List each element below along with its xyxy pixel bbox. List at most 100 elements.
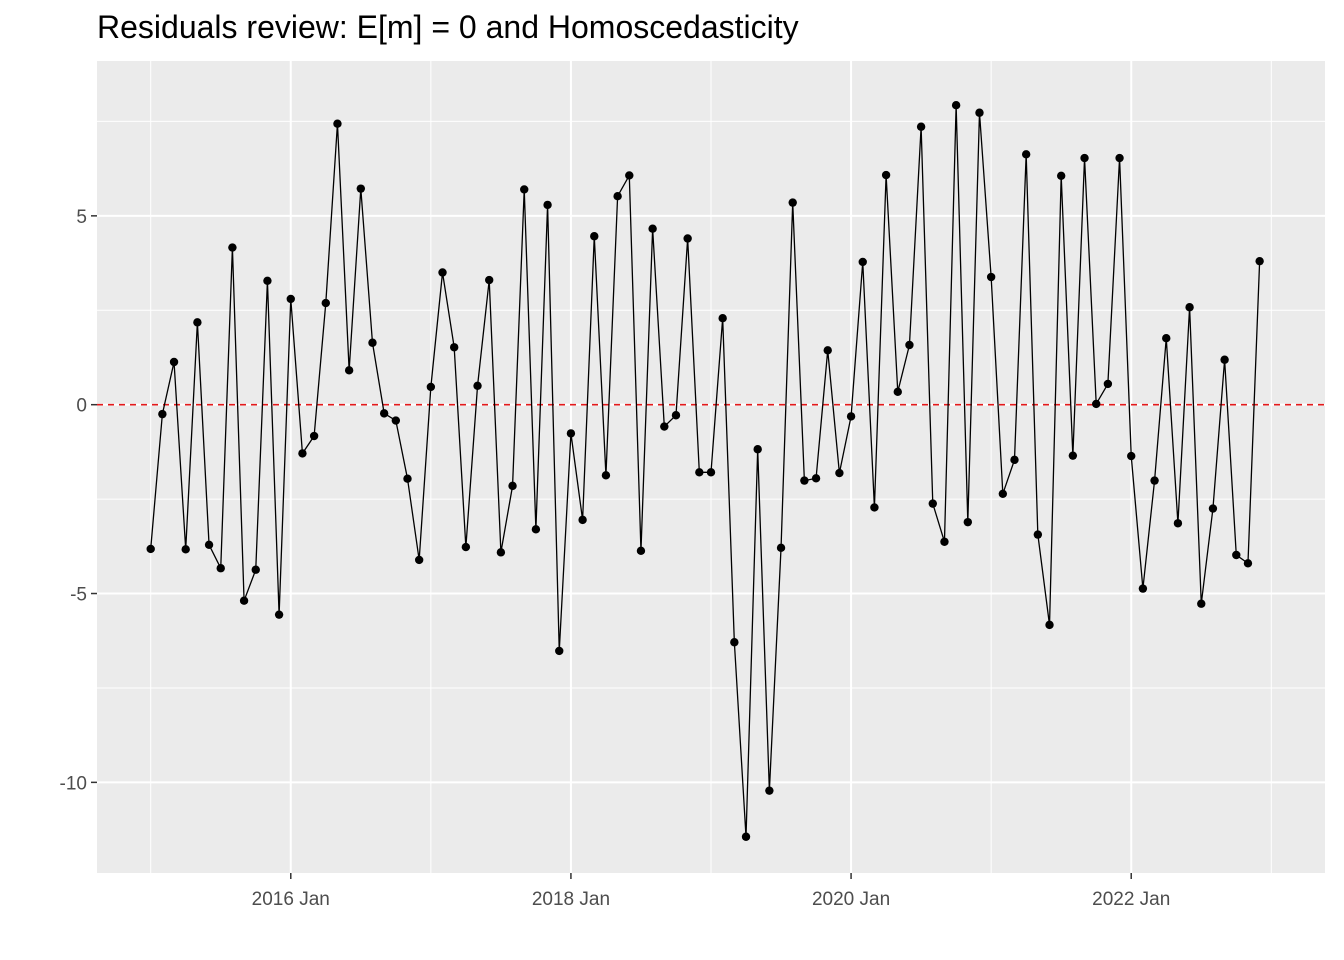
residual-point [1092,399,1101,409]
residual-point [1033,530,1043,539]
residual-point [753,445,762,454]
residual-point [590,232,599,241]
residual-point [228,243,237,252]
residual-point [449,343,459,352]
residual-point [566,429,576,438]
residual-point [741,832,751,841]
residual-point [660,422,669,431]
residual-point [181,545,190,554]
residual-point [1021,150,1031,159]
residual-point [683,234,692,243]
residual-point [333,119,342,128]
residual-point [1068,451,1078,460]
residual-point [963,517,973,527]
residual-point [263,276,272,286]
residual-point [823,346,832,355]
residual-point [1045,620,1054,630]
residual-point [193,318,202,327]
residual-point [870,503,879,512]
residual-point [169,357,179,367]
residual-point [940,537,949,546]
residual-point [1103,379,1113,389]
residual-point [531,525,541,534]
chart-title: Residuals review: E[m] = 0 and Homosceda… [97,9,799,45]
residual-point [730,638,739,647]
residual-point [893,387,902,397]
residual-point [485,275,494,285]
residual-point [648,224,657,233]
residual-point [916,122,926,131]
residual-point [1162,334,1171,343]
residual-point [1255,256,1264,266]
x-tick-label: 2018 Jan [532,889,610,910]
residual-point [543,200,552,210]
residual-point [438,268,447,277]
residual-point [391,416,401,425]
residual-point [671,411,681,420]
residual-point [800,476,809,485]
residual-point [356,184,366,193]
residual-point [951,100,961,110]
residual-point [706,468,716,477]
residuals-series-line [150,105,1261,837]
residual-point [496,548,506,557]
residual-point [811,474,821,483]
residual-point [321,298,330,308]
residual-point [1138,584,1148,593]
residual-point [1010,455,1019,465]
x-tick-label: 2022 Jan [1092,889,1170,910]
residual-point [788,198,797,207]
residual-point [239,596,249,605]
residual-point [286,294,295,304]
residual-point [578,515,587,525]
y-axis: 5 0 -5 -10 [60,207,97,794]
y-tick-label: -10 [60,773,87,794]
residual-point [298,449,307,458]
residual-point [251,565,260,574]
residual-point [204,540,214,549]
x-tick-label: 2016 Jan [252,889,330,910]
residual-point [344,366,354,375]
residual-point [461,542,471,552]
residual-point [858,257,867,267]
residual-point [835,468,844,478]
residual-point [636,546,646,556]
x-axis: 2016 Jan 2018 Jan 2020 Jan 2022 Jan [252,873,1170,910]
residual-point [975,108,984,117]
residual-point [1150,476,1159,485]
residual-point [1197,599,1206,608]
residual-point [309,431,319,441]
residual-point [379,409,389,418]
residual-point [1173,519,1183,528]
residual-point [274,610,284,619]
residual-point [403,474,412,483]
residual-point [718,314,727,323]
residual-point [695,468,704,477]
residual-point [368,338,377,347]
residual-point [216,564,225,573]
residual-point [1243,559,1253,568]
residual-point [426,382,436,392]
y-tick-label: 5 [76,207,87,228]
residual-point [765,786,774,795]
residual-point [1208,504,1218,513]
x-tick-label: 2020 Jan [812,889,890,910]
residual-points [146,100,1264,841]
major-gridlines [97,61,1325,873]
residual-point [625,171,634,180]
residual-point [473,381,482,390]
residual-point [414,555,424,565]
residual-point [1232,550,1241,560]
residual-point [158,409,167,419]
residual-point [928,499,937,508]
residual-point [881,170,891,180]
residual-point [601,471,611,480]
residual-point [1127,451,1136,461]
residual-point [1056,171,1066,181]
residual-point [846,412,856,421]
y-tick-label: 0 [76,396,87,417]
y-tick-label: -5 [70,585,87,606]
residual-point [986,272,996,282]
residual-point [1220,355,1229,364]
